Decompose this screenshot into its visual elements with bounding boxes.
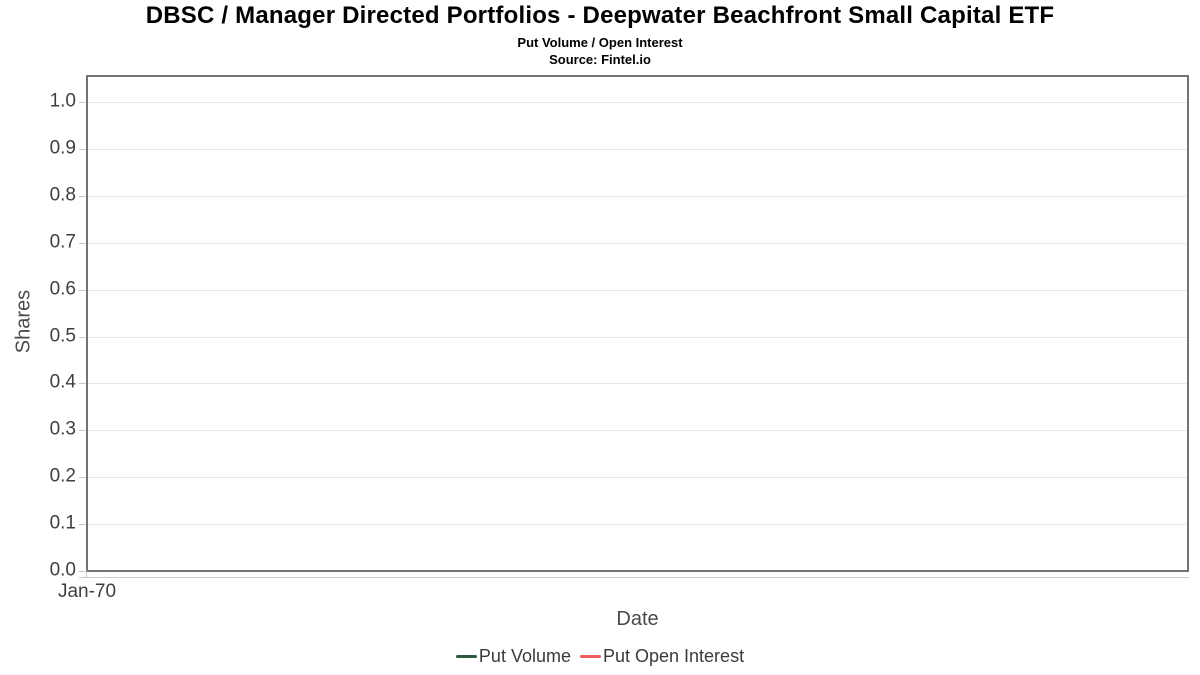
put-open-interest-legend-label: Put Open Interest bbox=[602, 646, 745, 666]
y-tick-label: 0.4 bbox=[49, 371, 76, 393]
x-tick-label: Jan-70 bbox=[57, 581, 117, 602]
y-gridline bbox=[88, 102, 1187, 103]
y-tick-label: 0.9 bbox=[49, 137, 76, 159]
y-tick-label: 0.8 bbox=[49, 184, 76, 206]
y-tick-label: 0.1 bbox=[49, 512, 76, 534]
y-tick-label: 0.7 bbox=[49, 231, 76, 253]
y-gridline bbox=[88, 289, 1187, 291]
legend-item-put-volume[interactable]: Put Volume bbox=[455, 646, 571, 667]
y-tick-mark bbox=[79, 571, 86, 572]
put-open-interest-line-icon bbox=[579, 655, 601, 658]
chart-subtitle: Put Volume / Open Interest bbox=[517, 35, 683, 50]
legend: Put Volume Put Open Interest bbox=[0, 646, 1200, 667]
put-volume-line-icon bbox=[455, 655, 477, 658]
chart-title: DBSC / Manager Directed Portfolios - Dee… bbox=[145, 2, 1055, 29]
y-tick-mark bbox=[79, 383, 86, 385]
y-gridline bbox=[88, 383, 1187, 385]
chart-source: Source: Fintel.io bbox=[549, 52, 651, 67]
y-gridline bbox=[88, 242, 1187, 244]
y-tick-label: 0.0 bbox=[49, 559, 76, 581]
y-gridline bbox=[88, 430, 1187, 432]
x-axis-title: Date bbox=[616, 608, 659, 630]
y-axis-title: Shares bbox=[12, 289, 35, 354]
y-tick-mark bbox=[79, 102, 86, 103]
plot-area bbox=[86, 75, 1189, 572]
y-tick-mark bbox=[79, 524, 86, 526]
y-gridline bbox=[88, 336, 1187, 338]
y-tick-mark bbox=[79, 477, 86, 479]
put-volume-legend-label: Put Volume bbox=[478, 646, 571, 666]
y-tick-label: 0.5 bbox=[49, 325, 76, 347]
y-tick-mark bbox=[79, 430, 86, 432]
x-axis-line bbox=[79, 577, 1189, 578]
y-gridline bbox=[88, 195, 1187, 197]
y-tick-mark bbox=[79, 242, 86, 244]
y-tick-label: 0.3 bbox=[49, 418, 76, 440]
y-gridline bbox=[88, 477, 1187, 479]
y-tick-mark bbox=[79, 289, 86, 291]
legend-item-put-open-interest[interactable]: Put Open Interest bbox=[579, 646, 745, 667]
y-tick-label: 0.6 bbox=[49, 278, 76, 300]
y-tick-mark bbox=[79, 148, 86, 150]
y-tick-mark bbox=[79, 195, 86, 197]
y-tick-label: 0.2 bbox=[49, 465, 76, 487]
y-gridline bbox=[88, 148, 1187, 150]
x-tick-mark bbox=[86, 571, 87, 578]
y-tick-label: 1.0 bbox=[49, 90, 76, 112]
y-gridline bbox=[88, 524, 1187, 526]
y-tick-mark bbox=[79, 336, 86, 338]
